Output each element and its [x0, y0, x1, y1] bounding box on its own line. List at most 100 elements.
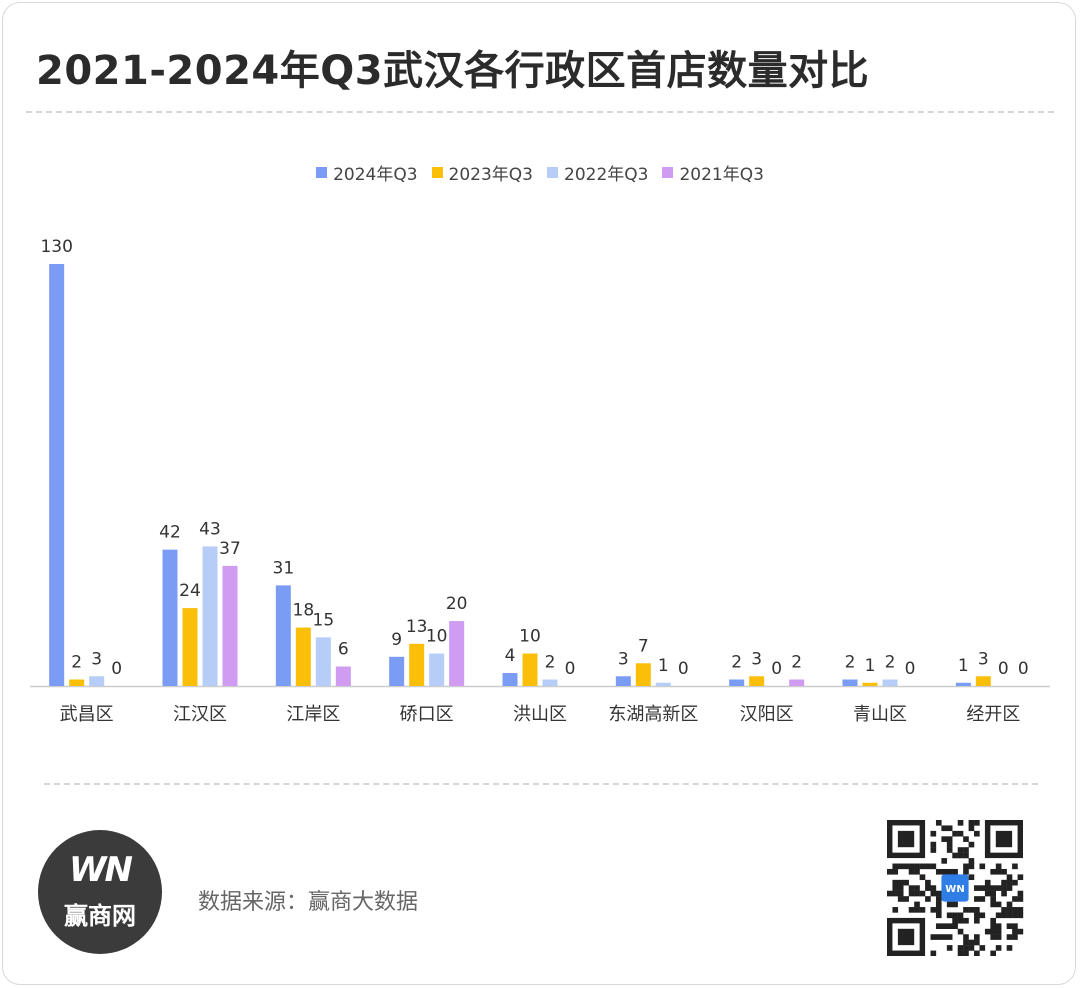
qr-module: [903, 896, 909, 902]
x-tick-label: 经开区: [966, 704, 1020, 725]
data-label: 37: [219, 539, 241, 559]
data-label: 10: [426, 627, 448, 647]
qr-module: [925, 879, 931, 886]
data-label: 2: [845, 653, 856, 673]
qr-module: [979, 863, 986, 870]
qr-module: [892, 879, 899, 886]
bar: [749, 676, 765, 686]
qr-module: [1001, 868, 1007, 875]
qr-module: [979, 885, 986, 891]
qr-module: [935, 896, 942, 902]
qr-module: [919, 874, 926, 881]
legend-swatch: [662, 167, 674, 178]
qr-module: [990, 901, 996, 908]
legend-label: 2022年Q3: [564, 165, 649, 185]
qr-module: [963, 939, 969, 946]
qr-module: [990, 890, 996, 897]
qr-module: [963, 950, 969, 956]
bar: [389, 656, 405, 686]
data-label: 0: [905, 659, 916, 679]
qr-module: [995, 901, 1002, 908]
x-tick-label: 江岸区: [286, 704, 340, 725]
qr-module: [914, 907, 920, 913]
data-label: 1: [865, 656, 876, 676]
qr-module: [974, 830, 980, 837]
qr-module: [1012, 934, 1018, 940]
bar: [542, 679, 558, 686]
legend-swatch: [431, 167, 443, 178]
qr-module: [930, 890, 937, 897]
qr-module: [1006, 934, 1013, 940]
bar: [975, 676, 991, 686]
qr-module: [930, 934, 937, 940]
qr-module: [968, 945, 975, 951]
qr-module: [935, 923, 942, 929]
qr-module: [946, 945, 953, 951]
qr-module: [995, 928, 1002, 935]
bar: [449, 621, 465, 686]
qr-module: [968, 858, 975, 864]
qr-module: [957, 830, 964, 837]
data-label: 1: [658, 656, 669, 676]
qr-module: [1012, 907, 1018, 913]
qr-module: [946, 825, 953, 832]
data-label: 7: [638, 636, 649, 656]
qr-module: [1001, 907, 1007, 913]
data-label: 0: [111, 659, 122, 679]
qr-module: [935, 890, 942, 897]
qr-module: [914, 863, 920, 870]
qr-module: [963, 847, 969, 853]
qr-module: [1017, 912, 1024, 919]
qr-module: [935, 907, 942, 913]
qr-module: [1006, 945, 1013, 951]
qr-module: [930, 847, 937, 853]
x-tick-label: 武昌区: [60, 704, 114, 725]
bar: [275, 585, 291, 686]
qr-module: [930, 907, 937, 913]
data-label: 2: [731, 653, 742, 673]
data-label: 9: [391, 630, 402, 650]
qr-module: [925, 863, 931, 870]
qr-module: [946, 847, 953, 853]
qr-module: [946, 841, 953, 848]
qr-module: [957, 950, 964, 956]
qr-module: [897, 879, 904, 886]
qr-module: [946, 923, 953, 929]
qr-module: [1012, 896, 1018, 902]
qr-module: [946, 912, 953, 919]
qr-module: [914, 890, 920, 897]
qr-module: [984, 885, 991, 891]
qr-module: [946, 934, 953, 940]
qr-module: [914, 868, 920, 875]
qr-module: [957, 820, 964, 826]
qr-module: [984, 879, 991, 886]
data-label: 3: [91, 649, 102, 669]
qr-module: [968, 825, 975, 832]
x-tick-label: 汉阳区: [740, 704, 794, 725]
qr-module: [979, 945, 986, 951]
qr-module: [990, 923, 996, 929]
qr-module: [1012, 923, 1018, 929]
qr-module: [963, 863, 969, 870]
data-label: 2: [885, 653, 896, 673]
qr-module: [995, 885, 1002, 891]
qr-module: [957, 847, 964, 853]
qr-module: [984, 928, 991, 935]
legend-item: 2024年Q3: [316, 160, 418, 185]
qr-module: [935, 912, 942, 919]
qr-module: [903, 879, 909, 886]
bar: [635, 663, 651, 686]
qr-module: [941, 858, 948, 864]
qr-finder-core: [995, 830, 1013, 848]
qr-module: [979, 896, 986, 902]
x-tick-label: 江汉区: [173, 704, 227, 725]
qr-module: [930, 841, 937, 848]
qr-module: [952, 912, 958, 919]
data-label: 3: [751, 649, 762, 669]
qr-module: [925, 885, 931, 891]
qr-center-logo: [941, 874, 969, 902]
qr-module: [908, 907, 915, 913]
qr-module: [897, 896, 904, 902]
qr-finder-core: [897, 830, 915, 848]
